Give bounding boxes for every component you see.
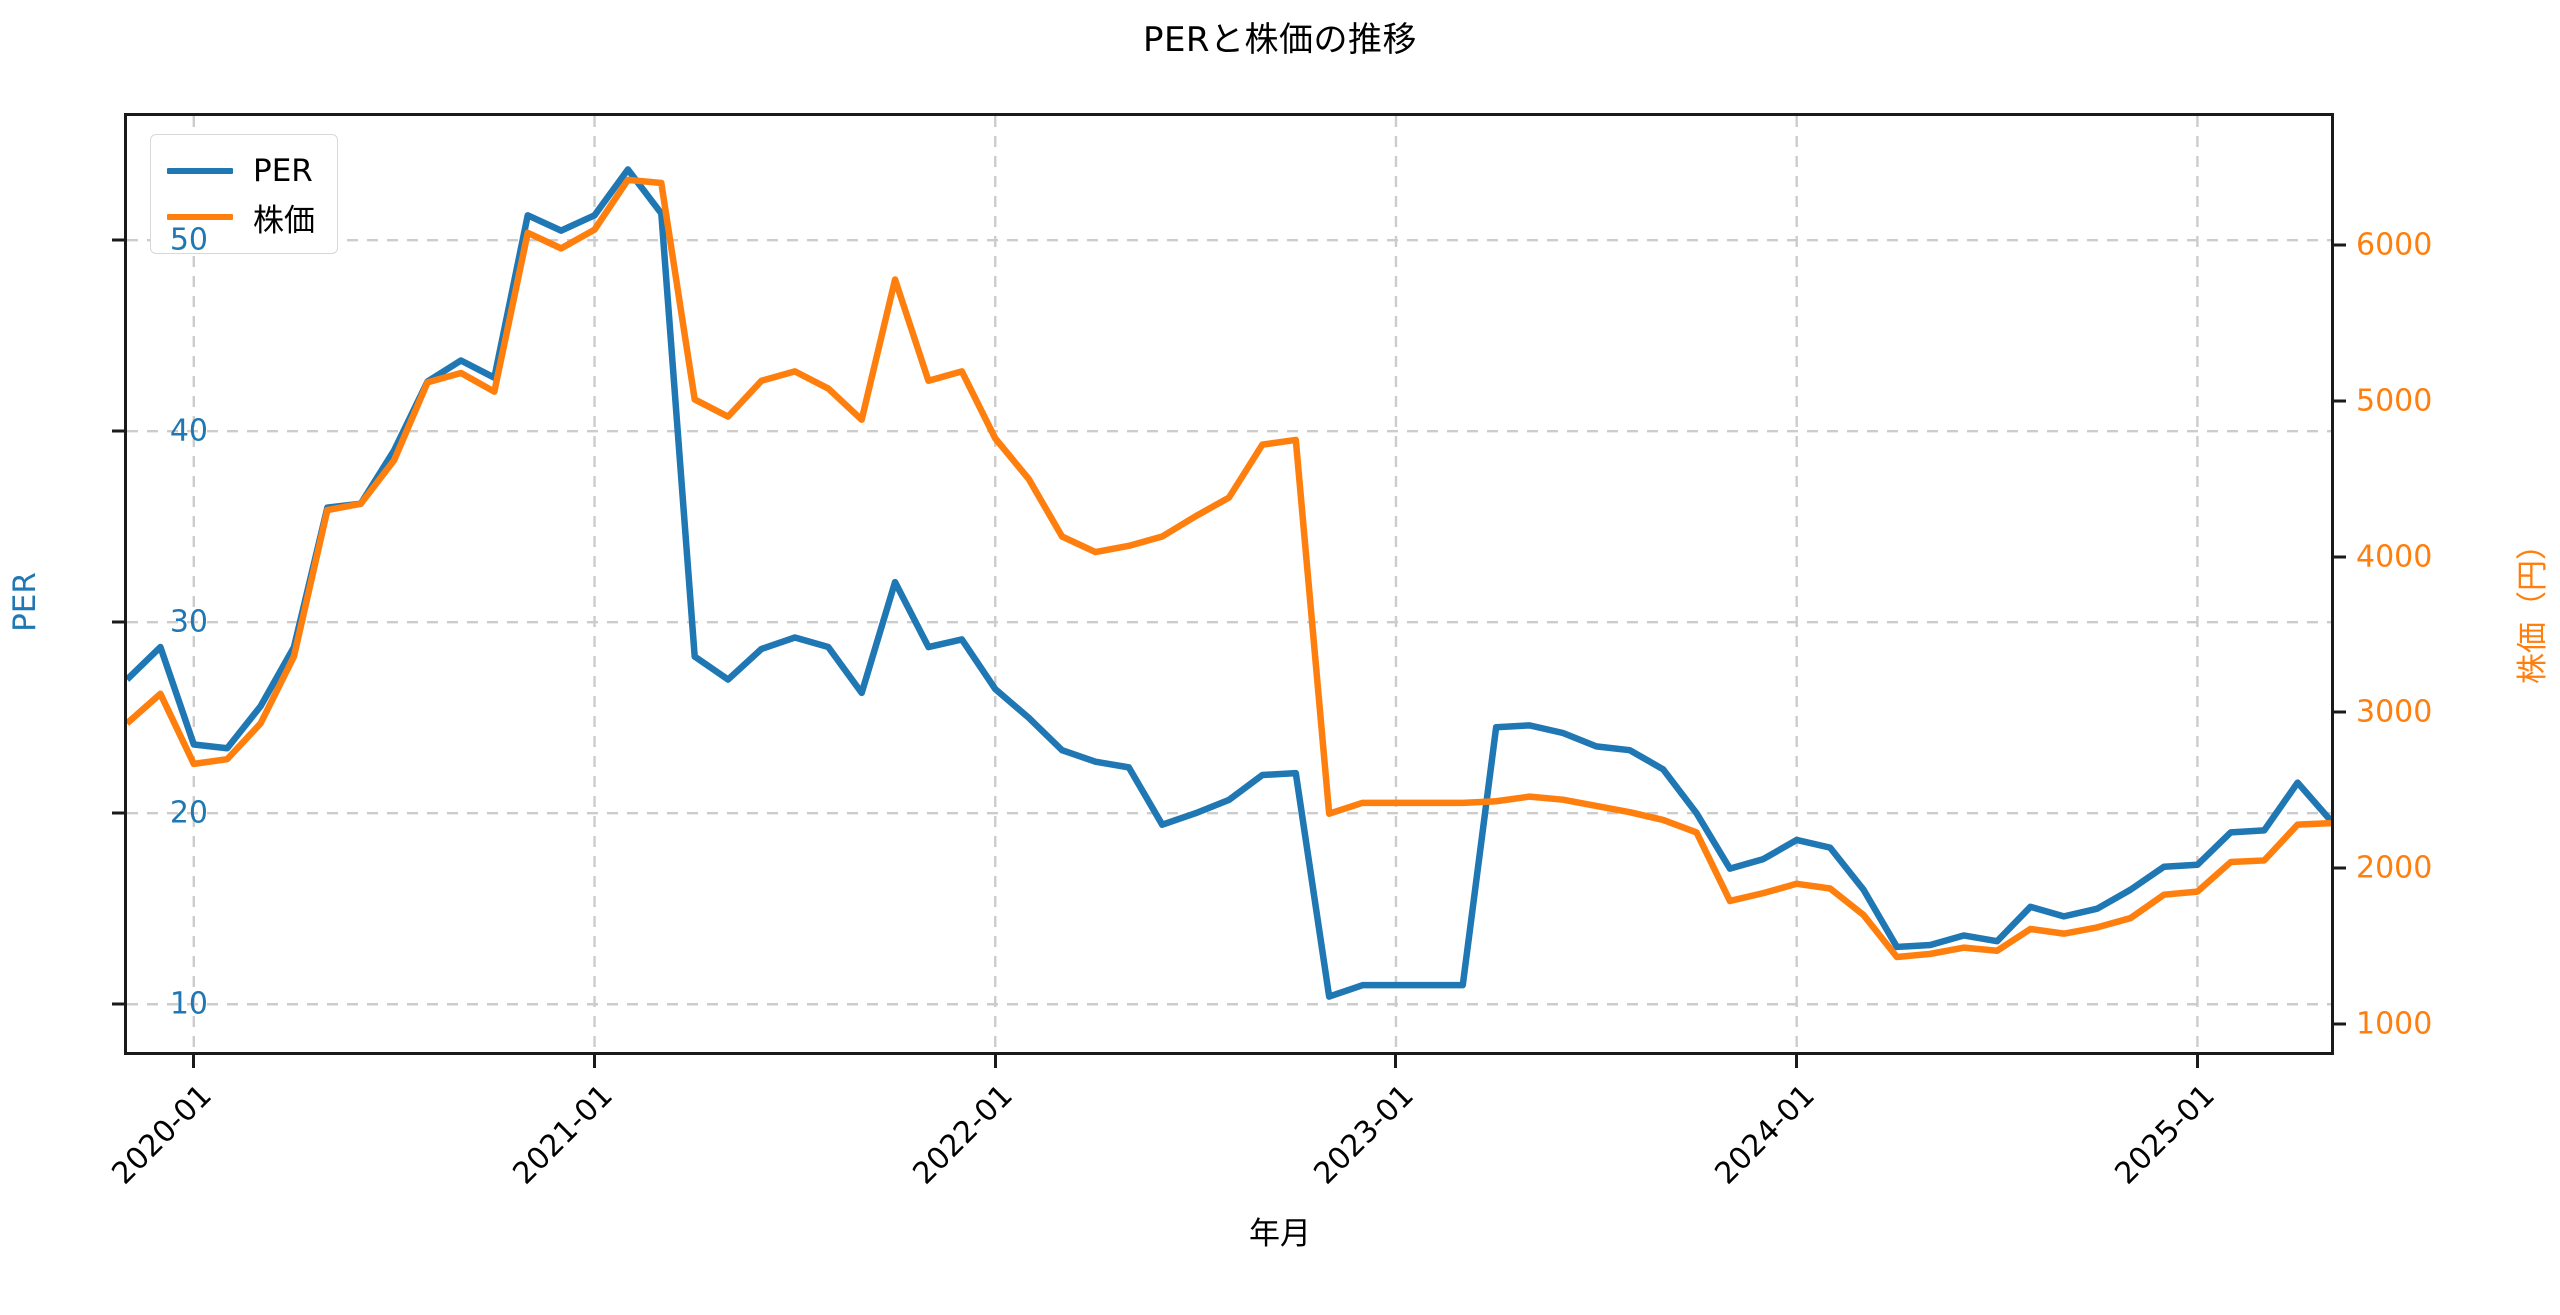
- legend-item-per[interactable]: PER: [167, 148, 315, 194]
- left-y-tick-label: 10: [169, 986, 208, 1022]
- x-tick-label: 2023-01: [1307, 1078, 1421, 1192]
- right-y-tick-mark: [2334, 1022, 2346, 1026]
- left-y-tick-label: 50: [169, 222, 208, 258]
- x-tick-label: 2021-01: [505, 1078, 620, 1192]
- left-y-tick-mark: [112, 1002, 124, 1006]
- legend-label-stock: 株価: [253, 202, 315, 239]
- left-y-tick-label: 30: [169, 604, 208, 640]
- series-line-per: [127, 166, 2331, 1000]
- left-y-tick-mark: [112, 429, 124, 433]
- series-line-stock: [127, 176, 2331, 961]
- legend-swatch-stock: [167, 214, 233, 220]
- chart-figure: PERと株価の推移 PER 株価（円） 年月 PER 株価 50 40 30 20 10…: [6, 20, 2551, 1252]
- left-y-tick-mark: [112, 811, 124, 815]
- page-title: PERと株価の推移: [1142, 20, 1418, 60]
- left-y-axis-title: PER: [6, 572, 43, 632]
- right-y-tick-label: 4000: [2356, 539, 2433, 575]
- x-tick-mark: [1394, 1055, 1398, 1068]
- left-y-tick-label: 40: [169, 413, 208, 449]
- right-y-tick-label: 6000: [2356, 227, 2433, 263]
- right-y-tick-mark: [2334, 866, 2346, 870]
- right-y-tick-mark: [2334, 555, 2346, 559]
- x-tick-mark: [993, 1055, 997, 1068]
- plot-area: [124, 113, 2334, 1055]
- x-tick-mark: [192, 1055, 196, 1068]
- left-y-tick-mark: [112, 238, 124, 242]
- right-y-axis-title: 株価（円）: [2515, 529, 2551, 684]
- right-y-tick-mark: [2334, 710, 2346, 714]
- x-tick-label: 2020-01: [105, 1078, 219, 1192]
- x-tick-label: 2025-01: [2108, 1078, 2223, 1192]
- x-tick-mark: [1795, 1055, 1799, 1068]
- x-tick-label: 2024-01: [1708, 1078, 1822, 1192]
- right-y-tick-label: 3000: [2356, 694, 2433, 730]
- right-y-tick-label: 2000: [2356, 850, 2433, 886]
- legend-label-per: PER: [253, 153, 313, 189]
- plot-canvas: [127, 116, 2331, 1052]
- right-y-tick-mark: [2334, 243, 2346, 247]
- right-y-tick-label: 5000: [2356, 383, 2433, 419]
- left-y-tick-mark: [112, 620, 124, 624]
- left-y-tick-label: 20: [169, 795, 208, 831]
- chart-legend: PER 株価: [150, 134, 338, 254]
- x-tick-mark: [2195, 1055, 2199, 1068]
- x-axis-title: 年月: [1249, 1216, 1311, 1252]
- x-tick-mark: [593, 1055, 596, 1068]
- right-y-tick-label: 1000: [2356, 1006, 2433, 1042]
- x-tick-label: 2022-01: [906, 1078, 1020, 1192]
- right-y-tick-mark: [2334, 399, 2346, 403]
- legend-swatch-per: [167, 168, 233, 174]
- legend-item-stock[interactable]: 株価: [167, 194, 315, 240]
